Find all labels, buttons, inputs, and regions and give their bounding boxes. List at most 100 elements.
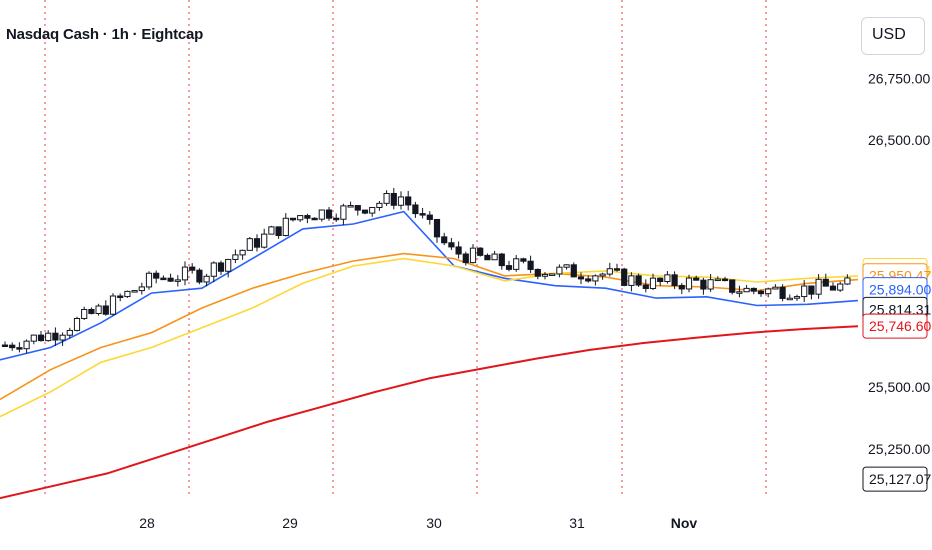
svg-text:25,746.60: 25,746.60 <box>869 318 931 334</box>
candle <box>750 287 757 295</box>
candle <box>160 275 167 281</box>
candle <box>477 247 484 257</box>
candle <box>131 290 138 293</box>
candle <box>347 201 354 208</box>
candle <box>455 241 462 259</box>
candle <box>513 255 520 272</box>
candle <box>801 280 808 302</box>
candle <box>181 261 189 286</box>
candle <box>117 293 124 302</box>
candle <box>397 191 405 210</box>
candle <box>556 264 563 278</box>
candle <box>757 289 765 297</box>
candle <box>441 232 448 246</box>
candle <box>275 226 282 239</box>
candle <box>613 263 621 272</box>
candle <box>448 237 455 251</box>
x-tick-label: 28 <box>139 515 155 531</box>
candle <box>505 261 513 272</box>
currency-selector[interactable]: USD <box>861 17 925 55</box>
candle <box>23 339 30 354</box>
candle <box>16 342 23 353</box>
candle <box>66 327 73 339</box>
candle <box>520 257 527 264</box>
candle <box>671 271 678 289</box>
candle <box>138 282 145 295</box>
candle <box>1 341 9 348</box>
ma-line-4 <box>0 325 859 500</box>
x-tick-label: 31 <box>569 515 585 531</box>
candle <box>109 293 117 316</box>
candle <box>635 273 642 288</box>
candle <box>736 285 743 298</box>
svg-text:25,814.31: 25,814.31 <box>869 301 931 317</box>
candle <box>210 261 217 283</box>
currency-label: USD <box>872 26 906 43</box>
candle <box>405 190 412 211</box>
candle <box>225 258 232 278</box>
candle <box>491 250 498 261</box>
candle <box>333 213 340 223</box>
candle <box>678 283 685 295</box>
candle <box>52 327 59 347</box>
candle <box>743 285 750 293</box>
candle <box>563 264 570 270</box>
candle <box>433 218 441 243</box>
candle <box>340 203 347 225</box>
candle <box>196 268 203 285</box>
candle <box>642 279 649 293</box>
y-tick-label: 26,500.00 <box>868 132 930 148</box>
candle <box>469 244 477 264</box>
candle <box>484 253 491 261</box>
candlesticks <box>1 187 851 354</box>
candle <box>369 206 376 217</box>
candle <box>253 234 261 252</box>
candle <box>779 284 786 302</box>
x-tick-label: Nov <box>671 515 698 531</box>
candle <box>837 281 844 292</box>
price-axis: 26,750.0026,500.0025,500.0025,250.0025,9… <box>862 70 931 492</box>
candle <box>426 211 433 225</box>
candle <box>325 207 333 221</box>
candle <box>203 273 210 287</box>
candle <box>765 287 772 298</box>
candle <box>246 237 253 251</box>
candle <box>822 273 829 287</box>
candle <box>606 262 613 277</box>
candle <box>664 271 671 284</box>
candle <box>714 276 721 282</box>
ma-line-2 <box>0 252 859 401</box>
x-tick-label: 29 <box>282 515 298 531</box>
candle <box>145 271 153 290</box>
candle <box>570 262 577 278</box>
candle <box>81 306 88 320</box>
x-tick-label: 30 <box>426 515 442 531</box>
ma-line-3 <box>0 257 859 418</box>
candle <box>412 201 419 218</box>
candle <box>232 249 239 264</box>
candle <box>772 284 779 290</box>
candle <box>498 252 505 270</box>
candle <box>361 209 369 215</box>
session-separators <box>44 0 767 496</box>
candle <box>30 334 37 345</box>
candle <box>657 277 664 286</box>
candle <box>189 263 196 274</box>
candle <box>73 316 81 332</box>
candle <box>577 272 585 285</box>
candle <box>549 273 556 276</box>
candle <box>88 307 95 315</box>
candle <box>599 272 606 280</box>
candle <box>376 201 383 211</box>
y-tick-label: 25,250.00 <box>868 441 930 457</box>
candle <box>585 275 592 283</box>
candle <box>59 332 66 346</box>
candle <box>95 303 102 316</box>
candle <box>844 274 851 285</box>
chart-title: Nasdaq Cash · 1h · Eightcap <box>6 26 204 43</box>
price-label: 25,127.07 <box>862 466 931 492</box>
candle <box>793 294 801 301</box>
y-tick-label: 26,750.00 <box>868 70 930 86</box>
candle <box>621 267 628 287</box>
